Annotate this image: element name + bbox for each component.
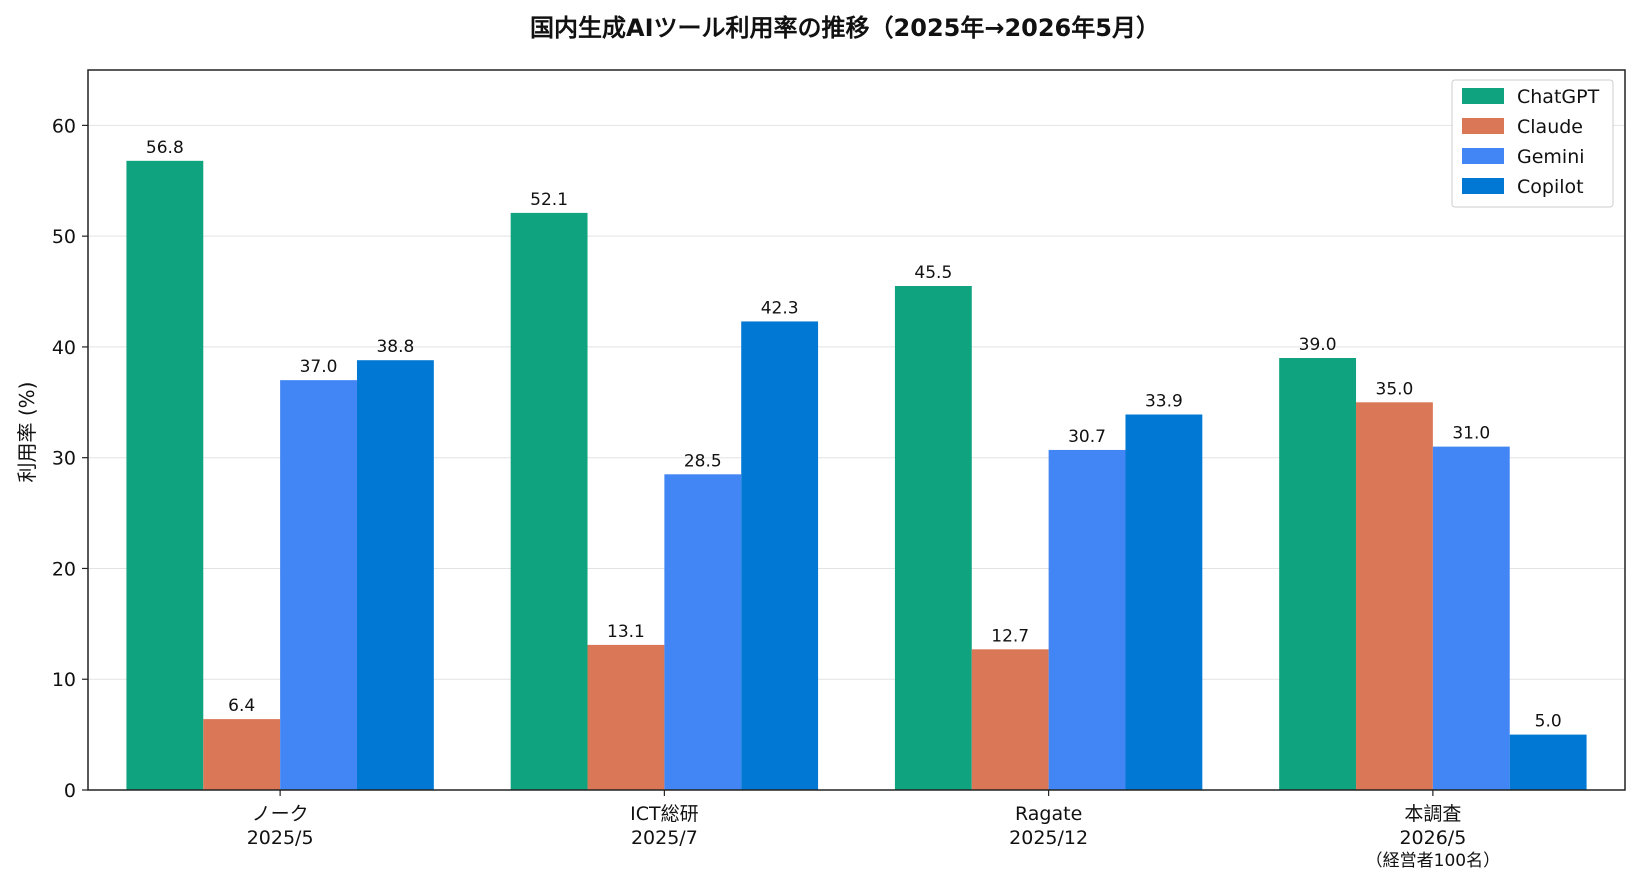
y-tick-label: 60 xyxy=(52,115,76,137)
bar-chatgpt-1 xyxy=(510,212,588,790)
legend-label-chatgpt: ChatGPT xyxy=(1517,86,1600,108)
data-label: 13.1 xyxy=(607,622,645,642)
legend-swatch-chatgpt xyxy=(1462,88,1504,104)
y-tick-label: 20 xyxy=(52,558,76,580)
x-tick-label: Ragate xyxy=(1015,803,1082,825)
y-tick-label: 0 xyxy=(64,780,76,802)
legend-label-copilot: Copilot xyxy=(1517,176,1584,198)
data-label: 28.5 xyxy=(684,451,722,471)
bar-gemini-1 xyxy=(664,474,742,790)
bars xyxy=(126,160,1587,791)
data-label: 38.8 xyxy=(376,337,414,357)
x-tick-label: 本調査 xyxy=(1404,803,1461,825)
bar-copilot-1 xyxy=(741,321,819,790)
x-tick-label: 2025/12 xyxy=(1009,827,1088,849)
legend-box xyxy=(1451,79,1614,208)
chart-title: 国内生成AIツール利用率の推移（2025年→2026年5月） xyxy=(530,14,1160,42)
bar-gemini-2 xyxy=(1048,449,1126,790)
bar-claude-1 xyxy=(587,644,665,790)
y-tick-label: 40 xyxy=(52,337,76,359)
data-label: 33.9 xyxy=(1145,391,1183,411)
data-label: 31.0 xyxy=(1452,424,1490,444)
x-tick-label: （経営者100名） xyxy=(1366,851,1500,871)
x-tick-label: 2026/5 xyxy=(1399,827,1466,849)
bar-copilot-3 xyxy=(1509,734,1587,790)
bar-copilot-2 xyxy=(1125,414,1203,790)
y-tick-label: 10 xyxy=(52,669,76,691)
plot-frame xyxy=(87,69,1626,791)
legend: ChatGPT Claude Gemini Copilot xyxy=(1451,79,1614,208)
x-tick-label: ノーク xyxy=(252,803,309,825)
data-label: 30.7 xyxy=(1068,427,1106,447)
legend-swatch-claude xyxy=(1462,118,1504,134)
legend-swatch-copilot xyxy=(1462,178,1504,194)
data-label: 37.0 xyxy=(300,357,338,377)
bar-copilot-0 xyxy=(356,360,434,790)
data-label: 12.7 xyxy=(991,626,1029,646)
legend-swatch-gemini xyxy=(1462,148,1504,164)
data-label: 39.0 xyxy=(1299,335,1337,355)
data-label: 56.8 xyxy=(146,138,184,158)
y-axis-label: 利用率 (%) xyxy=(15,382,39,483)
bar-claude-2 xyxy=(971,649,1049,790)
x-tick-label: ICT総研 xyxy=(630,803,698,825)
bar-claude-0 xyxy=(203,719,281,790)
data-label: 5.0 xyxy=(1535,712,1562,732)
bar-chatgpt-2 xyxy=(894,286,972,790)
bar-gemini-3 xyxy=(1432,446,1510,790)
x-tick-label: 2025/5 xyxy=(247,827,314,849)
data-label: 35.0 xyxy=(1376,379,1414,399)
data-label: 52.1 xyxy=(530,190,568,210)
y-axis: 0 10 20 30 40 50 60 xyxy=(52,115,88,802)
x-tick-label: 2025/7 xyxy=(631,827,698,849)
data-label: 45.5 xyxy=(914,263,952,283)
y-tick-label: 50 xyxy=(52,226,76,248)
bar-claude-3 xyxy=(1356,402,1433,790)
data-labels: 56.8 6.4 37.0 38.8 52.1 13.1 28.5 42.3 45.5 12.7 3… xyxy=(146,138,1562,732)
legend-label-gemini: Gemini xyxy=(1517,146,1585,168)
data-label: 6.4 xyxy=(228,696,255,716)
bar-chatgpt-3 xyxy=(1279,358,1357,790)
data-label: 42.3 xyxy=(761,298,799,318)
bar-gemini-0 xyxy=(280,380,357,790)
bar-chatgpt-0 xyxy=(126,160,204,791)
y-tick-label: 30 xyxy=(52,448,76,470)
legend-label-claude: Claude xyxy=(1517,116,1583,138)
